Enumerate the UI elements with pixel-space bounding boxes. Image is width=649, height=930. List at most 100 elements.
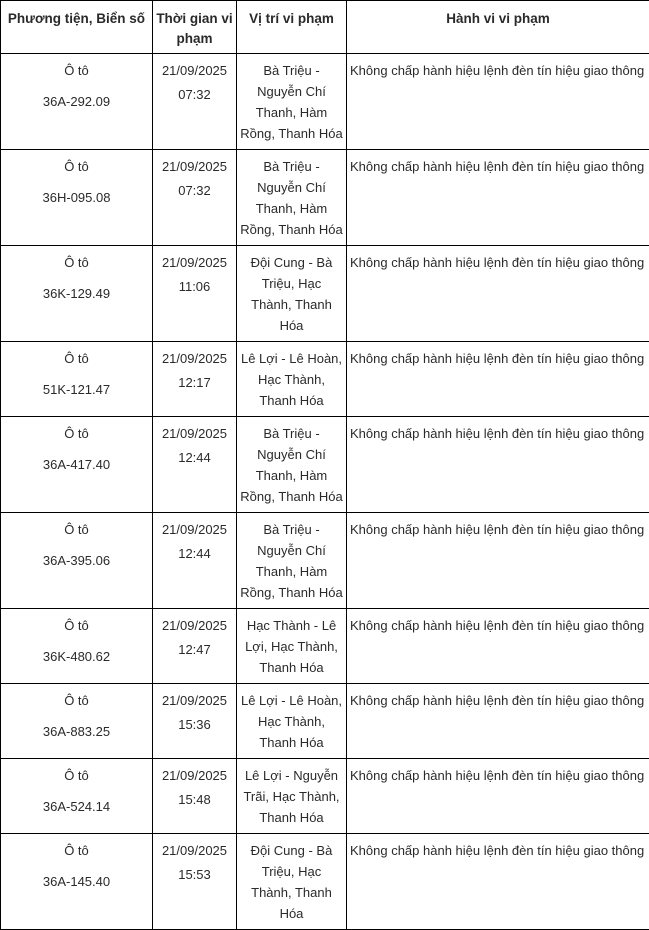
violation-time: 12:44 bbox=[156, 543, 233, 564]
violation-location: Lê Lợi - Nguyễn Trãi, Hạc Thành, Thanh H… bbox=[240, 765, 343, 828]
violation-cell: Không chấp hành hiệu lệnh đèn tín hiệu g… bbox=[347, 54, 649, 150]
datetime-cell: 21/09/2025 12:44 bbox=[153, 417, 237, 513]
vehicle-cell: Ô tô 36A-883.25 bbox=[1, 684, 153, 759]
violation-text: Không chấp hành hiệu lệnh đèn tín hiệu g… bbox=[350, 519, 646, 540]
violation-date: 21/09/2025 bbox=[156, 252, 233, 273]
violation-cell: Không chấp hành hiệu lệnh đèn tín hiệu g… bbox=[347, 246, 649, 342]
violation-text: Không chấp hành hiệu lệnh đèn tín hiệu g… bbox=[350, 765, 646, 786]
vehicle-cell: Ô tô 36A-395.06 bbox=[1, 513, 153, 609]
location-cell: Lê Lợi - Lê Hoàn, Hạc Thành, Thanh Hóa bbox=[237, 684, 347, 759]
vehicle-type: Ô tô bbox=[4, 156, 149, 177]
table-row: Ô tô 36A-417.40 21/09/2025 12:44 Bà Triệ… bbox=[1, 417, 649, 513]
plate-number: 36K-129.49 bbox=[4, 283, 149, 304]
violation-time: 15:36 bbox=[156, 714, 233, 735]
plate-number: 36K-480.62 bbox=[4, 646, 149, 667]
datetime-cell: 21/09/2025 15:36 bbox=[153, 684, 237, 759]
violation-time: 07:32 bbox=[156, 84, 233, 105]
table-body: Ô tô 36A-292.09 21/09/2025 07:32 Bà Triệ… bbox=[1, 54, 649, 930]
datetime-cell: 21/09/2025 07:32 bbox=[153, 54, 237, 150]
violation-cell: Không chấp hành hiệu lệnh đèn tín hiệu g… bbox=[347, 513, 649, 609]
violation-date: 21/09/2025 bbox=[156, 156, 233, 177]
violation-text: Không chấp hành hiệu lệnh đèn tín hiệu g… bbox=[350, 690, 646, 711]
violation-time: 15:48 bbox=[156, 789, 233, 810]
datetime-cell: 21/09/2025 15:53 bbox=[153, 834, 237, 930]
table-row: Ô tô 36A-395.06 21/09/2025 12:44 Bà Triệ… bbox=[1, 513, 649, 609]
violation-time: 12:47 bbox=[156, 639, 233, 660]
violation-text: Không chấp hành hiệu lệnh đèn tín hiệu g… bbox=[350, 423, 646, 444]
violation-time: 12:44 bbox=[156, 447, 233, 468]
violation-time: 11:06 bbox=[156, 276, 233, 297]
location-cell: Hạc Thành - Lê Lợi, Hạc Thành, Thanh Hóa bbox=[237, 609, 347, 684]
violation-cell: Không chấp hành hiệu lệnh đèn tín hiệu g… bbox=[347, 834, 649, 930]
violation-location: Đội Cung - Bà Triệu, Hạc Thành, Thanh Hó… bbox=[240, 252, 343, 336]
vehicle-cell: Ô tô 36A-417.40 bbox=[1, 417, 153, 513]
plate-number: 36A-417.40 bbox=[4, 454, 149, 475]
column-header-time: Thời gian vi phạm bbox=[153, 1, 237, 54]
vehicle-type: Ô tô bbox=[4, 690, 149, 711]
column-header-violation: Hành vi vi phạm bbox=[347, 1, 649, 54]
vehicle-type: Ô tô bbox=[4, 60, 149, 81]
violation-text: Không chấp hành hiệu lệnh đèn tín hiệu g… bbox=[350, 348, 646, 369]
plate-number: 36A-395.06 bbox=[4, 550, 149, 571]
violation-location: Lê Lợi - Lê Hoàn, Hạc Thành, Thanh Hóa bbox=[240, 348, 343, 411]
vehicle-cell: Ô tô 36A-292.09 bbox=[1, 54, 153, 150]
plate-number: 36A-883.25 bbox=[4, 721, 149, 742]
violation-time: 07:32 bbox=[156, 180, 233, 201]
violation-date: 21/09/2025 bbox=[156, 690, 233, 711]
violation-text: Không chấp hành hiệu lệnh đèn tín hiệu g… bbox=[350, 840, 646, 861]
table-row: Ô tô 51K-121.47 21/09/2025 12:17 Lê Lợi … bbox=[1, 342, 649, 417]
violation-cell: Không chấp hành hiệu lệnh đèn tín hiệu g… bbox=[347, 342, 649, 417]
violation-time: 15:53 bbox=[156, 864, 233, 885]
violation-cell: Không chấp hành hiệu lệnh đèn tín hiệu g… bbox=[347, 150, 649, 246]
vehicle-cell: Ô tô 36K-480.62 bbox=[1, 609, 153, 684]
vehicle-type: Ô tô bbox=[4, 519, 149, 540]
datetime-cell: 21/09/2025 12:47 bbox=[153, 609, 237, 684]
table-row: Ô tô 36K-480.62 21/09/2025 12:47 Hạc Thà… bbox=[1, 609, 649, 684]
violation-text: Không chấp hành hiệu lệnh đèn tín hiệu g… bbox=[350, 615, 646, 636]
table-row: Ô tô 36A-883.25 21/09/2025 15:36 Lê Lợi … bbox=[1, 684, 649, 759]
table-header: Phương tiện, Biển số Thời gian vi phạm V… bbox=[1, 1, 649, 54]
plate-number: 36A-292.09 bbox=[4, 91, 149, 112]
violation-date: 21/09/2025 bbox=[156, 840, 233, 861]
violation-location: Bà Triệu - Nguyễn Chí Thanh, Hàm Rồng, T… bbox=[240, 60, 343, 144]
location-cell: Bà Triệu - Nguyễn Chí Thanh, Hàm Rồng, T… bbox=[237, 513, 347, 609]
vehicle-cell: Ô tô 51K-121.47 bbox=[1, 342, 153, 417]
violation-cell: Không chấp hành hiệu lệnh đèn tín hiệu g… bbox=[347, 684, 649, 759]
violation-text: Không chấp hành hiệu lệnh đèn tín hiệu g… bbox=[350, 252, 646, 273]
vehicle-cell: Ô tô 36K-129.49 bbox=[1, 246, 153, 342]
table-row: Ô tô 36A-145.40 21/09/2025 15:53 Đội Cun… bbox=[1, 834, 649, 930]
column-header-vehicle: Phương tiện, Biển số bbox=[1, 1, 153, 54]
violation-date: 21/09/2025 bbox=[156, 519, 233, 540]
location-cell: Bà Triệu - Nguyễn Chí Thanh, Hàm Rồng, T… bbox=[237, 150, 347, 246]
location-cell: Lê Lợi - Nguyễn Trãi, Hạc Thành, Thanh H… bbox=[237, 759, 347, 834]
violation-text: Không chấp hành hiệu lệnh đèn tín hiệu g… bbox=[350, 156, 646, 177]
violation-location: Lê Lợi - Lê Hoàn, Hạc Thành, Thanh Hóa bbox=[240, 690, 343, 753]
datetime-cell: 21/09/2025 12:17 bbox=[153, 342, 237, 417]
violation-time: 12:17 bbox=[156, 372, 233, 393]
violation-location: Đội Cung - Bà Triệu, Hạc Thành, Thanh Hó… bbox=[240, 840, 343, 924]
vehicle-cell: Ô tô 36A-145.40 bbox=[1, 834, 153, 930]
violation-date: 21/09/2025 bbox=[156, 765, 233, 786]
table-row: Ô tô 36A-292.09 21/09/2025 07:32 Bà Triệ… bbox=[1, 54, 649, 150]
header-row: Phương tiện, Biển số Thời gian vi phạm V… bbox=[1, 1, 649, 54]
table-row: Ô tô 36K-129.49 21/09/2025 11:06 Đội Cun… bbox=[1, 246, 649, 342]
violation-location: Bà Triệu - Nguyễn Chí Thanh, Hàm Rồng, T… bbox=[240, 156, 343, 240]
vehicle-type: Ô tô bbox=[4, 348, 149, 369]
plate-number: 51K-121.47 bbox=[4, 379, 149, 400]
location-cell: Đội Cung - Bà Triệu, Hạc Thành, Thanh Hó… bbox=[237, 246, 347, 342]
table-row: Ô tô 36A-524.14 21/09/2025 15:48 Lê Lợi … bbox=[1, 759, 649, 834]
violation-location: Bà Triệu - Nguyễn Chí Thanh, Hàm Rồng, T… bbox=[240, 519, 343, 603]
plate-number: 36A-524.14 bbox=[4, 796, 149, 817]
violation-cell: Không chấp hành hiệu lệnh đèn tín hiệu g… bbox=[347, 609, 649, 684]
violation-location: Hạc Thành - Lê Lợi, Hạc Thành, Thanh Hóa bbox=[240, 615, 343, 678]
violation-cell: Không chấp hành hiệu lệnh đèn tín hiệu g… bbox=[347, 417, 649, 513]
location-cell: Bà Triệu - Nguyễn Chí Thanh, Hàm Rồng, T… bbox=[237, 417, 347, 513]
vehicle-cell: Ô tô 36A-524.14 bbox=[1, 759, 153, 834]
table-row: Ô tô 36H-095.08 21/09/2025 07:32 Bà Triệ… bbox=[1, 150, 649, 246]
datetime-cell: 21/09/2025 11:06 bbox=[153, 246, 237, 342]
vehicle-type: Ô tô bbox=[4, 615, 149, 636]
violation-date: 21/09/2025 bbox=[156, 615, 233, 636]
violation-location: Bà Triệu - Nguyễn Chí Thanh, Hàm Rồng, T… bbox=[240, 423, 343, 507]
location-cell: Lê Lợi - Lê Hoàn, Hạc Thành, Thanh Hóa bbox=[237, 342, 347, 417]
violation-cell: Không chấp hành hiệu lệnh đèn tín hiệu g… bbox=[347, 759, 649, 834]
